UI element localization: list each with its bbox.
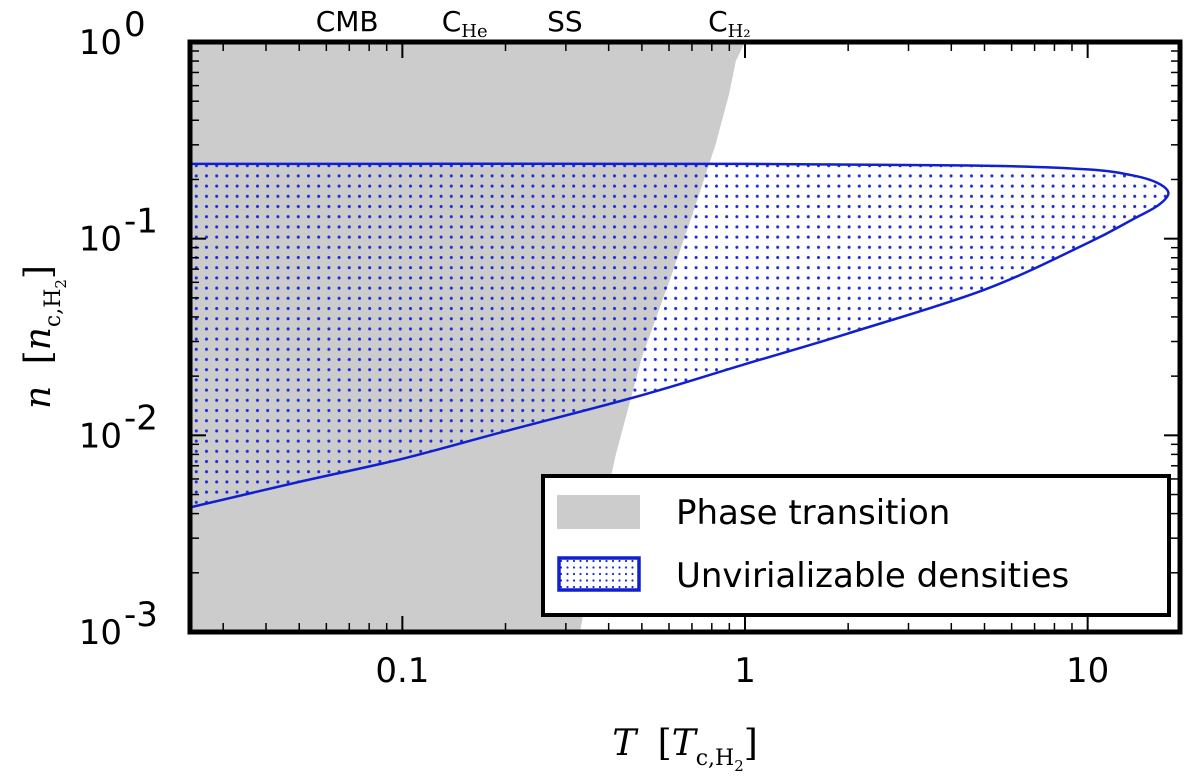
y-axis-unit-sub2: 2 [52, 279, 70, 289]
legend: Phase transition Unvirializable densitie… [541, 474, 1171, 617]
x-tick-label: 0.1 [375, 651, 429, 691]
y-tick-label-exponent: -3 [124, 595, 158, 635]
x-tick-label: 10 [1066, 651, 1109, 691]
x-axis-label: T [Tc,H2] [612, 723, 758, 775]
y-tick-label-exponent: -1 [124, 202, 158, 242]
unvirializable-boundary-curve [190, 162, 1170, 509]
legend-box [541, 474, 1171, 617]
y-axis-unit-sub: c,H [41, 289, 66, 328]
y-axis-unit: n [18, 327, 59, 350]
x-axis-unit: T [672, 723, 699, 764]
y-tick-label: 10 [79, 23, 122, 63]
y-axis-var: n [18, 386, 59, 409]
top-labels: CMB CHe SS CH₂ [316, 5, 751, 42]
plot-frame [187, 39, 1183, 635]
top-label: CMB [316, 5, 379, 38]
x-axis-var: T [612, 723, 639, 764]
y-tick-label: 10 [79, 613, 122, 653]
legend-swatch-phase-transition [557, 495, 640, 529]
x-axis-unit-sub2: 2 [734, 757, 744, 775]
top-label: SS [547, 5, 583, 38]
y-tick-label: 10 [79, 416, 122, 456]
legend-label-unvirializable: Unvirializable densities [676, 556, 1069, 596]
x-tick-label: 1 [734, 651, 756, 691]
y-tick-label-exponent: -2 [124, 398, 158, 438]
legend-swatch-unvirializable [557, 556, 641, 592]
x-ticks: 0.1 1 10 [222, 42, 1109, 691]
top-label: CH₂ [708, 5, 750, 42]
legend-label-phase-transition: Phase transition [676, 493, 950, 533]
y-tick-label-exponent: 0 [124, 5, 146, 45]
y-axis-label: n [nc,H2] [18, 265, 70, 409]
top-label: CHe [442, 5, 488, 42]
y-tick-label: 10 [79, 220, 122, 260]
x-axis-unit-sub: c,H [696, 746, 735, 771]
unvirializable-region-fill [190, 163, 1169, 508]
